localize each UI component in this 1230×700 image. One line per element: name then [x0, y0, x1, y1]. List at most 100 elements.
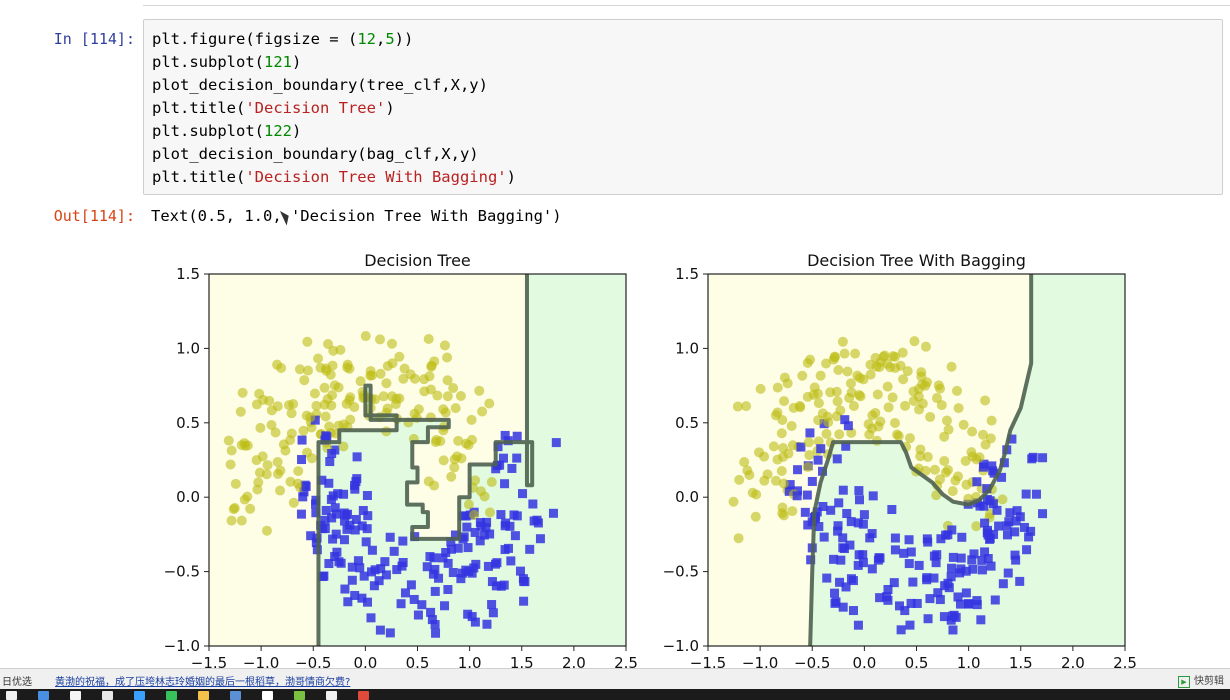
- class-1-circle-point: [833, 364, 844, 375]
- class-1-circle-point: [815, 370, 826, 381]
- class-1-circle-point: [486, 477, 497, 488]
- taskbar-app-icon[interactable]: [230, 691, 241, 700]
- class-0-square-point: [936, 534, 946, 544]
- class-1-circle-point: [272, 401, 283, 412]
- taskbar-app-icon[interactable]: [102, 691, 113, 700]
- class-1-circle-point: [834, 429, 845, 440]
- code-token: plt.title(: [152, 168, 246, 186]
- class-1-circle-point: [275, 465, 286, 476]
- class-0-square-point: [923, 614, 933, 624]
- class-0-square-point: [955, 568, 965, 578]
- class-1-circle-point: [980, 395, 991, 406]
- class-0-square-point: [321, 505, 331, 515]
- class-1-circle-point: [484, 507, 495, 518]
- class-1-circle-point: [890, 418, 901, 429]
- taskbar-app-icon[interactable]: [198, 691, 209, 700]
- class-1-circle-point: [900, 400, 911, 411]
- class-0-square-point: [805, 428, 815, 438]
- class-0-square-point: [900, 606, 910, 616]
- class-0-square-point: [350, 590, 360, 600]
- class-0-square-point: [784, 486, 794, 496]
- decision-boundary-figure: Decision Tree−1.0−0.50.00.51.01.5−1.5 −1.…: [164, 251, 1137, 668]
- class-0-square-point: [428, 569, 438, 579]
- taskbar-app-icon[interactable]: [262, 691, 273, 700]
- class-1-circle-point: [424, 371, 435, 382]
- class-1-circle-point: [474, 385, 485, 396]
- class-0-square-point: [331, 529, 341, 539]
- taskbar-app-icon[interactable]: [326, 691, 337, 700]
- code-cell-input[interactable]: plt.figure(figsize = (12,5)) plt.subplot(…: [143, 19, 1223, 195]
- x-tick-label: 1.5: [510, 654, 534, 668]
- class-1-circle-point: [270, 427, 281, 438]
- class-1-circle-point: [299, 375, 310, 386]
- class-1-circle-point: [278, 439, 289, 450]
- class-1-circle-point: [439, 340, 450, 351]
- taskbar-app-icon[interactable]: [166, 691, 177, 700]
- class-1-circle-point: [821, 358, 832, 369]
- class-0-square-point: [1015, 576, 1025, 586]
- class-1-circle-point: [984, 508, 995, 519]
- class-0-square-point: [905, 620, 915, 630]
- class-0-square-point: [914, 560, 924, 570]
- class-0-square-point: [440, 601, 450, 611]
- class-1-circle-point: [329, 380, 340, 391]
- class-0-square-point: [980, 547, 990, 557]
- taskbar-app-icon[interactable]: [358, 691, 369, 700]
- taskbar-app-icon[interactable]: [134, 691, 145, 700]
- class-1-circle-point: [776, 465, 787, 476]
- code-line: plt.title('Decision Tree With Bagging'): [152, 166, 516, 189]
- class-0-square-point: [438, 553, 448, 563]
- taskbar-app-icon[interactable]: [70, 691, 81, 700]
- y-tick-label: −0.5: [164, 563, 200, 581]
- class-0-square-point: [509, 510, 519, 520]
- class-0-square-point: [495, 460, 505, 470]
- class-0-square-point: [968, 564, 978, 574]
- class-0-square-point: [833, 521, 843, 531]
- class-0-square-point: [813, 455, 823, 465]
- code-token: 12: [357, 30, 376, 48]
- class-0-square-point: [340, 516, 350, 526]
- code-line: plt.subplot(121): [152, 51, 516, 74]
- class-0-square-point: [441, 547, 451, 557]
- class-0-square-point: [1019, 522, 1029, 532]
- class-0-square-point: [846, 517, 856, 527]
- taskbar-app-icon[interactable]: [38, 691, 49, 700]
- output-prompt: Out[114]:: [53, 207, 135, 225]
- code-editor[interactable]: plt.figure(figsize = (12,5)) plt.subplot(…: [152, 28, 516, 189]
- class-1-circle-point: [360, 331, 371, 342]
- class-1-circle-point: [963, 493, 974, 504]
- y-tick-label: 0.0: [176, 488, 200, 506]
- class-0-square-point: [868, 491, 878, 501]
- clip-tool-label: 快剪辑: [1194, 676, 1224, 687]
- class-0-square-point: [836, 555, 846, 565]
- chart-panel: Decision Tree−1.0−0.50.00.51.01.5−1.5 −1.…: [164, 251, 638, 668]
- y-tick-label: 1.0: [675, 339, 699, 357]
- class-0-square-point: [1012, 506, 1022, 516]
- class-0-square-point: [488, 608, 498, 618]
- class-0-square-point: [985, 496, 995, 506]
- code-token: ,: [375, 30, 386, 48]
- class-0-square-point: [929, 573, 939, 583]
- class-0-square-point: [818, 502, 828, 512]
- class-1-circle-point: [941, 415, 952, 426]
- taskbar-app-icon[interactable]: [294, 691, 305, 700]
- class-0-square-point: [835, 577, 845, 587]
- class-1-circle-point: [254, 388, 265, 399]
- news-link[interactable]: 黄渤的祝福，成了压垮林志玲婚姻的最后一根稻草，渤哥情商欠费?: [55, 677, 351, 688]
- clip-tool-button[interactable]: ▶ 快剪辑: [1178, 672, 1224, 688]
- class-1-circle-point: [887, 392, 898, 403]
- class-0-square-point: [339, 535, 349, 545]
- class-1-circle-point: [381, 378, 392, 389]
- class-0-square-point: [463, 543, 473, 553]
- class-0-square-point: [507, 463, 517, 473]
- class-0-square-point: [802, 490, 812, 500]
- class-1-circle-point: [939, 431, 950, 442]
- class-1-circle-point: [855, 391, 866, 402]
- class-0-square-point: [515, 566, 525, 576]
- class-0-square-point: [948, 611, 958, 621]
- x-tick-label: 1.5: [1009, 654, 1033, 668]
- code-line: plt.figure(figsize = (12,5)): [152, 28, 516, 51]
- class-0-square-point: [347, 575, 357, 585]
- taskbar-app-icon[interactable]: [6, 691, 17, 700]
- class-1-circle-point: [897, 347, 908, 358]
